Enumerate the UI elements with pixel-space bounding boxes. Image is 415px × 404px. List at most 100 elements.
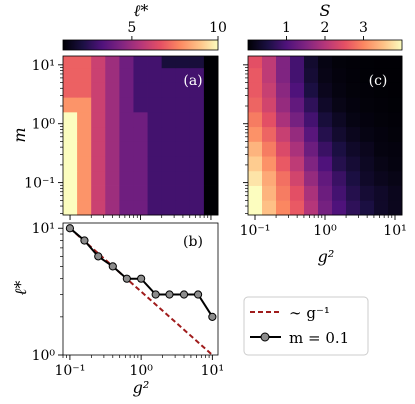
heatmap-a-cell xyxy=(119,82,134,98)
heatmap-a-cell xyxy=(91,56,106,69)
heatmap-a-cell xyxy=(175,141,191,157)
heatmap-a-cell xyxy=(175,200,191,216)
heatmap-c-cell xyxy=(346,67,361,83)
heatmap-c-xlabel: g² xyxy=(318,247,335,266)
heatmap-c-cell xyxy=(360,82,375,98)
heatmap-c-cell xyxy=(388,200,403,216)
heatmap-c-cell xyxy=(304,126,319,142)
heatmap-c-cell xyxy=(332,56,347,69)
heatmap-a-cell xyxy=(105,111,120,128)
heatmap-c-cell xyxy=(276,67,291,83)
heatmap-c-cell xyxy=(374,97,389,113)
heatmap-c-cell xyxy=(248,82,263,98)
heatmap-a-cell xyxy=(161,56,177,69)
heatmap-a-cell xyxy=(63,111,78,128)
lineplot-b-ytick-label: 10¹ xyxy=(32,221,55,237)
heatmap-a-cell xyxy=(77,156,92,172)
heatmap-a-cell xyxy=(175,170,191,186)
colorbar-a-bar xyxy=(62,39,219,51)
heatmap-c-cell xyxy=(262,56,277,69)
heatmap-a-cell xyxy=(63,126,78,142)
heatmap-a-cell xyxy=(175,126,191,142)
heatmap-a-cell xyxy=(161,170,177,186)
heatmap-c-cell xyxy=(290,97,305,113)
data-point-marker xyxy=(193,290,203,299)
heatmap-c-cell xyxy=(276,111,291,128)
heatmap-a-cell xyxy=(203,82,219,98)
data-point-marker xyxy=(94,252,103,261)
heatmap-a-cell xyxy=(161,111,177,128)
heatmap-c-cell xyxy=(318,156,333,172)
data-point-marker xyxy=(208,312,217,321)
heatmap-c-cell xyxy=(374,141,389,157)
heatmap-a-cell xyxy=(133,56,148,69)
heatmap-a-cell xyxy=(63,56,78,69)
heatmap-a-cell xyxy=(119,156,134,172)
heatmap-c-cell xyxy=(304,200,319,216)
heatmap-a-cell xyxy=(203,156,219,172)
heatmap-c-cell xyxy=(318,56,333,69)
heatmap-c-cell xyxy=(262,111,277,128)
heatmap-a-cell xyxy=(189,126,205,142)
heatmap-a-cell xyxy=(161,82,177,98)
heatmap-a-ytick-label: 10⁻¹ xyxy=(24,176,55,192)
heatmap-a-cell xyxy=(91,141,106,157)
heatmap-a-cell xyxy=(63,185,78,201)
heatmap-a-cell xyxy=(147,156,163,172)
heatmap-a-cell xyxy=(147,185,163,201)
heatmap-c-cell xyxy=(332,170,347,186)
data-point-marker xyxy=(122,274,131,283)
lineplot-b-xtick-label: 10⁰ xyxy=(129,363,153,379)
legend: ∼ g⁻¹ m = 0.1 xyxy=(243,296,369,356)
heatmap-c-cell xyxy=(318,200,333,216)
data-point-marker xyxy=(80,236,89,245)
heatmap-a-cell xyxy=(133,185,148,201)
heatmap-a-cell xyxy=(63,170,78,186)
heatmap-a-cell xyxy=(203,170,219,186)
heatmap-c-cell xyxy=(388,156,403,172)
colorbar-a-label: ℓ* xyxy=(134,1,149,20)
heatmap-a-cell xyxy=(119,67,134,83)
heatmap-a-cell xyxy=(147,56,163,69)
heatmap-a-cell xyxy=(105,97,120,113)
heatmap-c-cell xyxy=(360,111,375,128)
heatmap-c-panel-label: (c) xyxy=(369,73,388,89)
heatmap-c-cell xyxy=(360,126,375,142)
heatmap-a-cell xyxy=(77,111,92,128)
lineplot-b-ylabel: ℓ* xyxy=(11,281,30,296)
colorbar-c: S 1 2 3 xyxy=(247,1,403,51)
heatmap-a-cell xyxy=(77,67,92,83)
heatmap-c-cell xyxy=(290,111,305,128)
heatmap-a-cell xyxy=(203,97,219,113)
heatmap-c-cell xyxy=(290,141,305,157)
heatmap-c-cell xyxy=(304,111,319,128)
heatmap-a-cell xyxy=(175,97,191,113)
heatmap-a-cell xyxy=(105,156,120,172)
data-point-marker xyxy=(165,290,174,299)
heatmap-c-cell xyxy=(374,170,389,186)
colorbar-c-label: S xyxy=(320,1,331,20)
heatmap-a-panel-label: (a) xyxy=(183,73,202,89)
heatmap-a-cell xyxy=(77,170,92,186)
heatmap-c-cell xyxy=(374,156,389,172)
heatmap-c-cell xyxy=(332,200,347,216)
heatmap-a-cell xyxy=(91,67,106,83)
heatmap-a-cell xyxy=(147,82,163,98)
lineplot-b-xlabel: g² xyxy=(133,378,150,397)
data-point-marker xyxy=(151,290,160,299)
heatmap-c-cell xyxy=(346,111,361,128)
data-point-marker xyxy=(65,224,75,233)
heatmap-a-cell xyxy=(63,97,78,113)
heatmap-a-cell xyxy=(189,170,205,186)
heatmap-a-cell xyxy=(203,56,219,69)
heatmap-c-cell xyxy=(248,56,263,69)
heatmap-a-cell xyxy=(189,156,205,172)
heatmap-c-cell xyxy=(374,56,389,69)
heatmap-a-cell xyxy=(105,141,120,157)
heatmap-a-cell xyxy=(91,170,106,186)
heatmap-a-cell xyxy=(63,67,78,83)
heatmap-a-cell xyxy=(91,97,106,113)
heatmap-a-cell xyxy=(189,82,205,98)
heatmap-c: (c) 10⁻¹ 10⁰ 10¹ g² xyxy=(240,55,407,266)
